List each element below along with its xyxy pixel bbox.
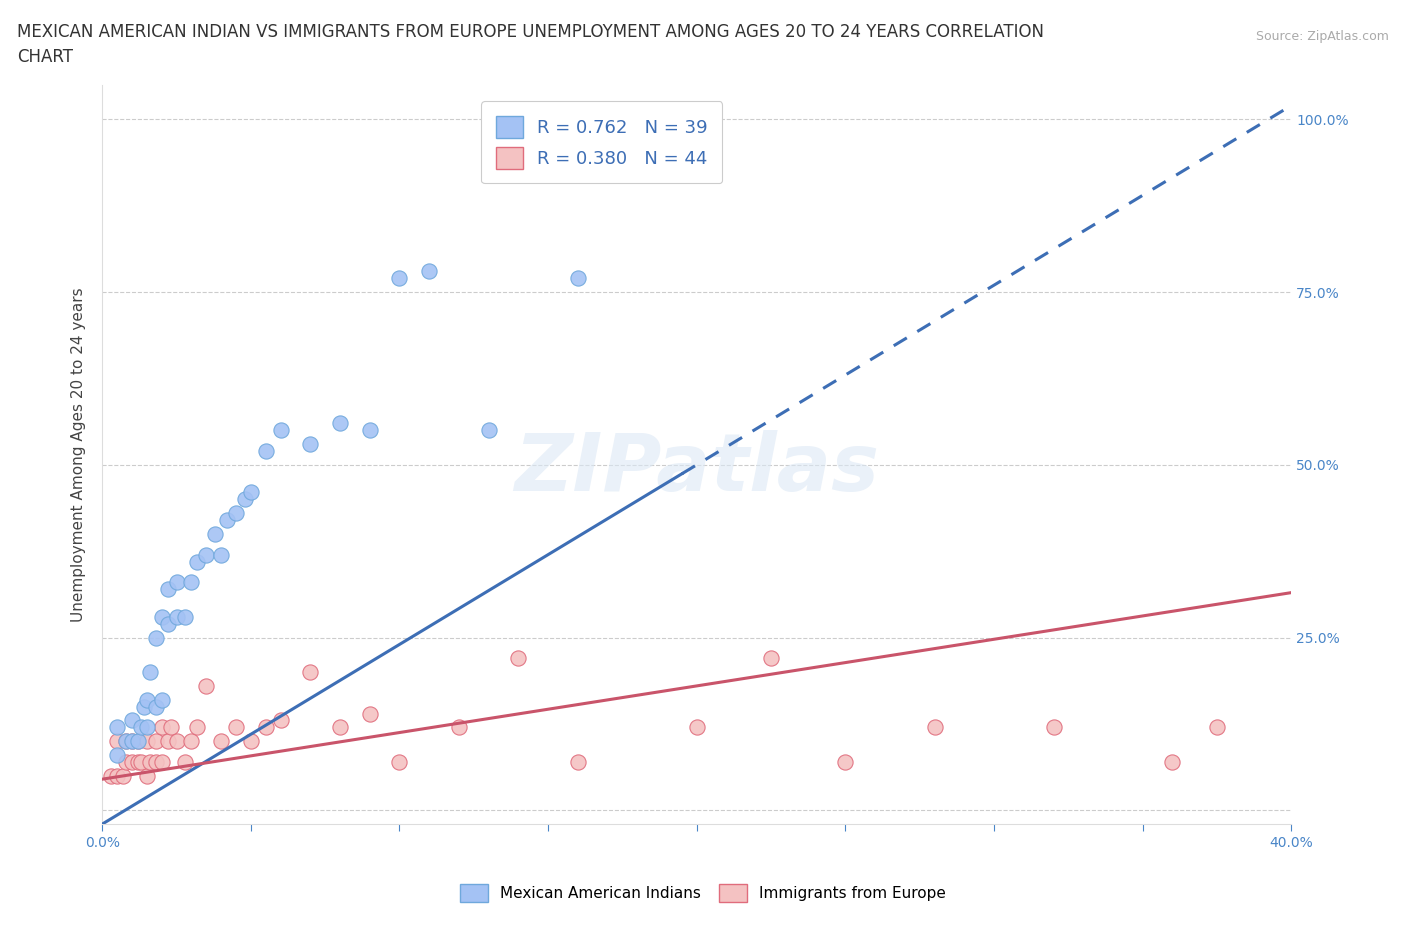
- Point: [209, 734, 232, 749]
- Point: [270, 423, 292, 438]
- Point: [209, 547, 232, 562]
- Legend: R = 0.762   N = 39, R = 0.380   N = 44: R = 0.762 N = 39, R = 0.380 N = 44: [481, 101, 723, 183]
- Point: [150, 720, 173, 735]
- Point: [508, 651, 530, 666]
- Y-axis label: Unemployment Among Ages 20 to 24 years: Unemployment Among Ages 20 to 24 years: [72, 287, 86, 622]
- Point: [447, 720, 470, 735]
- Point: [388, 271, 411, 286]
- Point: [1042, 720, 1064, 735]
- Point: [121, 734, 143, 749]
- Point: [127, 734, 149, 749]
- Point: [225, 720, 247, 735]
- Point: [299, 436, 322, 451]
- Point: [174, 754, 197, 769]
- Point: [1161, 754, 1184, 769]
- Point: [180, 575, 202, 590]
- Point: [105, 734, 128, 749]
- Point: [359, 706, 381, 721]
- Point: [166, 575, 188, 590]
- Point: [150, 754, 173, 769]
- Point: [204, 526, 226, 541]
- Point: [686, 720, 709, 735]
- Point: [329, 416, 352, 431]
- Point: [105, 748, 128, 763]
- Point: [105, 720, 128, 735]
- Point: [225, 506, 247, 521]
- Point: [135, 692, 157, 707]
- Point: [270, 713, 292, 728]
- Point: [186, 554, 208, 569]
- Point: [105, 768, 128, 783]
- Point: [834, 754, 856, 769]
- Point: [139, 754, 162, 769]
- Text: Source: ZipAtlas.com: Source: ZipAtlas.com: [1256, 30, 1389, 43]
- Point: [180, 734, 202, 749]
- Point: [159, 720, 181, 735]
- Point: [418, 264, 440, 279]
- Point: [150, 609, 173, 624]
- Point: [329, 720, 352, 735]
- Point: [145, 734, 167, 749]
- Point: [139, 665, 162, 680]
- Point: [127, 754, 149, 769]
- Point: [567, 754, 589, 769]
- Point: [115, 734, 138, 749]
- Point: [150, 692, 173, 707]
- Point: [759, 651, 782, 666]
- Point: [121, 713, 143, 728]
- Point: [641, 126, 664, 140]
- Point: [174, 609, 197, 624]
- Point: [254, 720, 277, 735]
- Point: [1206, 720, 1229, 735]
- Point: [299, 665, 322, 680]
- Point: [156, 582, 179, 597]
- Point: [145, 699, 167, 714]
- Text: CHART: CHART: [17, 48, 73, 66]
- Point: [132, 699, 155, 714]
- Point: [233, 492, 256, 507]
- Point: [186, 720, 208, 735]
- Point: [239, 734, 262, 749]
- Point: [388, 754, 411, 769]
- Point: [121, 754, 143, 769]
- Point: [145, 754, 167, 769]
- Point: [129, 720, 152, 735]
- Point: [111, 768, 134, 783]
- Point: [166, 609, 188, 624]
- Point: [121, 734, 143, 749]
- Point: [129, 754, 152, 769]
- Point: [135, 768, 157, 783]
- Point: [100, 768, 122, 783]
- Legend: Mexican American Indians, Immigrants from Europe: Mexican American Indians, Immigrants fro…: [454, 878, 952, 909]
- Point: [135, 720, 157, 735]
- Point: [156, 734, 179, 749]
- Point: [135, 734, 157, 749]
- Point: [195, 679, 218, 694]
- Text: ZIPatlas: ZIPatlas: [515, 431, 879, 508]
- Point: [156, 617, 179, 631]
- Text: MEXICAN AMERICAN INDIAN VS IMMIGRANTS FROM EUROPE UNEMPLOYMENT AMONG AGES 20 TO : MEXICAN AMERICAN INDIAN VS IMMIGRANTS FR…: [17, 23, 1043, 41]
- Point: [127, 734, 149, 749]
- Point: [478, 423, 501, 438]
- Point: [924, 720, 946, 735]
- Point: [254, 444, 277, 458]
- Point: [195, 547, 218, 562]
- Point: [166, 734, 188, 749]
- Point: [217, 512, 239, 527]
- Point: [567, 271, 589, 286]
- Point: [115, 754, 138, 769]
- Point: [239, 485, 262, 499]
- Point: [115, 734, 138, 749]
- Point: [359, 423, 381, 438]
- Point: [145, 631, 167, 645]
